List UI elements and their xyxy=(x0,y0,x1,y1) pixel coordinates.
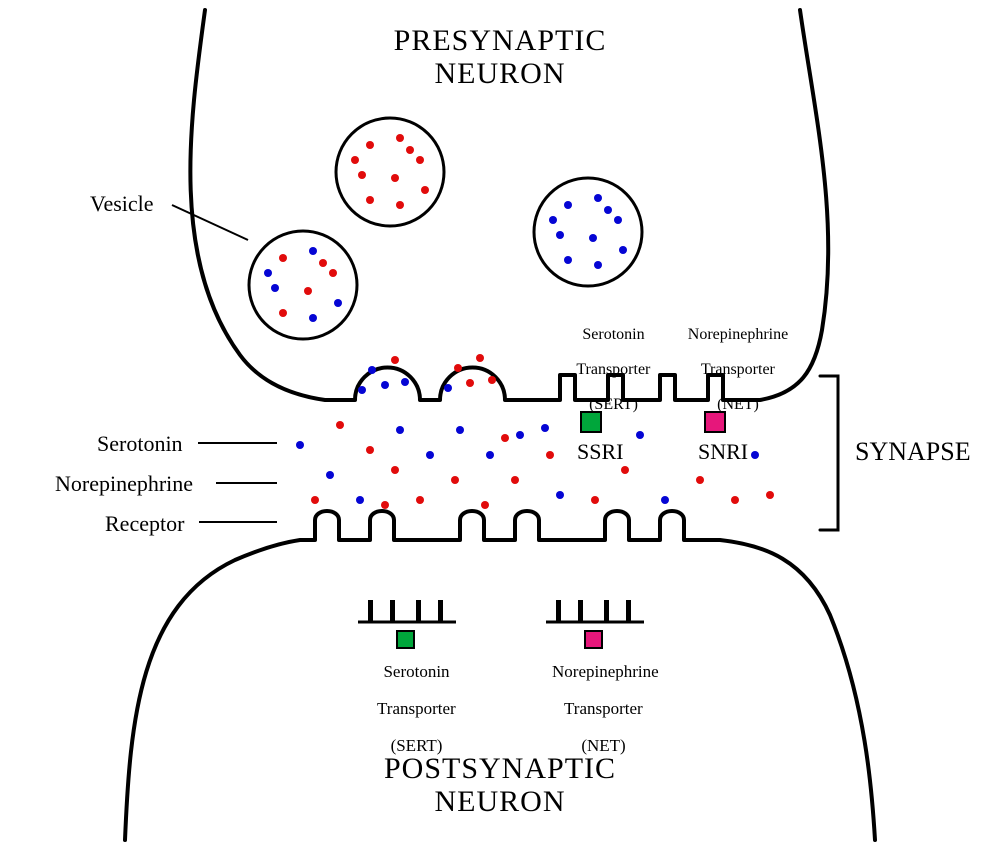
vesicle-outline xyxy=(249,231,357,339)
sert-label: Serotonin Transporter (SERT) xyxy=(548,308,663,431)
vesicles-group xyxy=(249,118,642,339)
sub-net-label: Norepinephrine Transporter (NET) xyxy=(535,644,655,775)
presynaptic-label: PRESYNAPTIC NEURON xyxy=(350,24,650,90)
ssri-label: SSRI xyxy=(577,440,623,464)
vesicle-outline xyxy=(534,178,642,286)
sub-net-line3: (NET) xyxy=(581,736,625,755)
diagram-svg xyxy=(0,0,986,850)
sub-transporter-bar xyxy=(556,600,561,622)
sert-line1: Serotonin xyxy=(582,326,644,343)
sub-transporter-bar xyxy=(578,600,583,622)
sub-sert-line2: Transporter xyxy=(377,699,456,718)
net-line2: Transporter xyxy=(701,361,775,378)
sub-transporters-group xyxy=(358,600,644,648)
net-line1: Norepinephrine xyxy=(688,326,788,343)
net-label: Norepinephrine Transporter (NET) xyxy=(665,308,795,431)
serotonin-label: Serotonin xyxy=(97,432,183,456)
sub-net-line2: Transporter xyxy=(564,699,643,718)
sub-transporter-bar xyxy=(368,600,373,622)
sub-transporter-bar xyxy=(438,600,443,622)
synapse-bracket-group xyxy=(820,376,838,530)
net-line3: (NET) xyxy=(717,396,759,413)
sub-sert-line3: (SERT) xyxy=(391,736,443,755)
diagram-stage: PRESYNAPTIC NEURON POSTSYNAPTIC NEURON S… xyxy=(0,0,986,850)
synapse-bracket xyxy=(820,376,838,530)
vesicle-label: Vesicle xyxy=(90,192,154,216)
sub-net-line1: Norepinephrine xyxy=(552,662,659,681)
sub-transporter-bar xyxy=(626,600,631,622)
sub-transporter-bar xyxy=(416,600,421,622)
snri-label: SNRI xyxy=(698,440,748,464)
sub-sert-line1: Serotonin xyxy=(383,662,449,681)
sub-sert-label: Serotonin Transporter (SERT) xyxy=(353,644,463,775)
sub-transporter-bar xyxy=(390,600,395,622)
sub-transporter-bar xyxy=(604,600,609,622)
norepinephrine-label: Norepinephrine xyxy=(55,472,193,496)
synapse-label: SYNAPSE xyxy=(855,438,971,467)
sert-line2: Transporter xyxy=(576,361,650,378)
sert-line3: (SERT) xyxy=(589,396,638,413)
vesicle-leader-line xyxy=(172,205,248,240)
receptor-label: Receptor xyxy=(105,512,184,536)
vesicle-outline xyxy=(336,118,444,226)
